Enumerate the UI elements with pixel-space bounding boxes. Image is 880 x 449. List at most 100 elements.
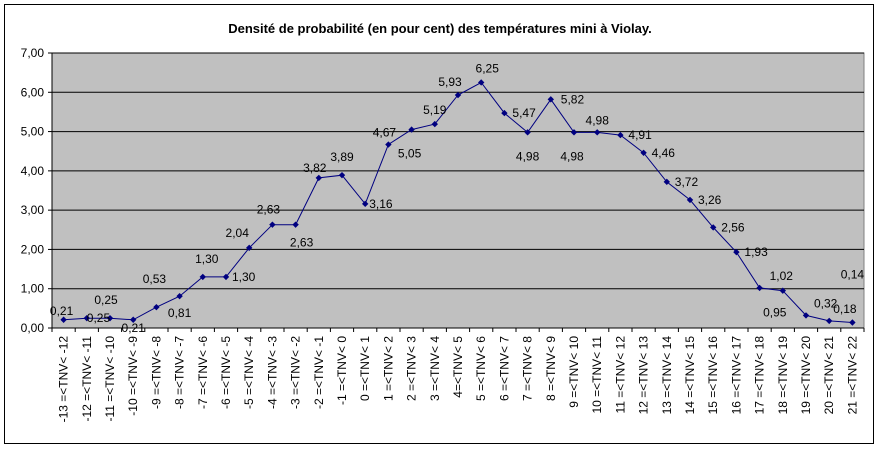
y-tick-label: 5,00 bbox=[21, 125, 45, 139]
x-tick-label: 0 =<TNV< 1 bbox=[358, 336, 372, 401]
data-point bbox=[246, 244, 253, 252]
data-label: 1,93 bbox=[744, 245, 768, 259]
x-tick-label: 15 =<TNV< 16 bbox=[706, 336, 720, 415]
data-label: 5,82 bbox=[561, 92, 585, 106]
data-label: 2,63 bbox=[290, 236, 314, 250]
y-tick-label: 4,00 bbox=[21, 164, 45, 178]
data-label: 5,47 bbox=[512, 106, 536, 120]
data-point bbox=[524, 129, 531, 136]
data-label: 5,19 bbox=[423, 103, 447, 117]
data-point bbox=[60, 316, 67, 323]
data-point bbox=[83, 314, 90, 322]
x-axis: -13 =<TNV< -12 -12 =<TNV< -11 -11 =<TNV< -… bbox=[51, 327, 865, 423]
x-tick-label: 1 =<TNV< 2 bbox=[381, 336, 395, 401]
x-tick-label: 11 =<TNV< 12 bbox=[613, 336, 627, 414]
data-label: 5,93 bbox=[438, 75, 462, 89]
x-tick-label: 7 =<TNV< 8 bbox=[521, 336, 535, 401]
data-point bbox=[849, 319, 856, 326]
x-tick-label: 2 =<TNV< 3 bbox=[405, 336, 419, 401]
data-label: 0,25 bbox=[94, 293, 118, 307]
x-tick-label: -4 =<TNV< -3 bbox=[265, 336, 279, 409]
y-tick-label: 3,00 bbox=[21, 203, 45, 217]
data-label: 0,25 bbox=[87, 311, 111, 325]
data-point bbox=[315, 174, 322, 182]
data-point bbox=[176, 292, 183, 300]
data-label: 1,30 bbox=[232, 270, 256, 284]
y-axis: 0,00 1,00 2,00 3,00 4,00 5,00 6,00 7,00 bbox=[21, 46, 53, 335]
data-label: 3,72 bbox=[675, 175, 699, 189]
x-tick-label: 4=<TNV< 5 bbox=[451, 336, 465, 398]
data-point bbox=[826, 317, 833, 325]
data-label: 2,04 bbox=[226, 226, 250, 240]
data-labels: 0,21 0,25 0,25 0,21 0,53 0,81 1,30 1,30 2,04 2,63… bbox=[50, 61, 864, 334]
data-label: 0,21 bbox=[122, 321, 146, 335]
data-point bbox=[802, 312, 810, 319]
y-tick-label: 0,00 bbox=[21, 321, 45, 335]
data-label: 0,81 bbox=[168, 306, 192, 320]
x-tick-label: -12 =<TNV< -11 bbox=[80, 336, 94, 422]
data-point bbox=[338, 171, 346, 179]
x-tick-label: 19 =<TNV< 20 bbox=[799, 336, 813, 415]
data-point bbox=[292, 221, 299, 228]
chart-title: Densité de probabilité (en pour cent) de… bbox=[228, 21, 652, 36]
data-point bbox=[385, 141, 392, 148]
x-tick-label: -6 =<TNV< -5 bbox=[219, 336, 233, 409]
data-point bbox=[710, 224, 717, 231]
data-point bbox=[594, 129, 601, 136]
data-point bbox=[153, 303, 160, 311]
data-point bbox=[454, 91, 462, 99]
data-point bbox=[663, 178, 670, 186]
data-label: 4,67 bbox=[373, 126, 397, 140]
data-point bbox=[501, 109, 508, 117]
data-label: 3,82 bbox=[303, 161, 327, 175]
data-point bbox=[686, 196, 694, 204]
data-label: 1,02 bbox=[770, 269, 794, 283]
x-tick-label: -9 =<TNV< -8 bbox=[149, 336, 163, 409]
x-tick-label: -10 =<TNV< -9 bbox=[126, 336, 140, 416]
data-point bbox=[199, 273, 206, 281]
data-point bbox=[222, 273, 230, 281]
data-label: 2,63 bbox=[257, 203, 281, 217]
data-markers bbox=[60, 79, 856, 326]
y-tick-label: 7,00 bbox=[21, 46, 45, 60]
data-label: 5,05 bbox=[398, 147, 422, 161]
x-tick-label: 3 =<TNV< 4 bbox=[428, 336, 442, 401]
x-tick-label: -1 =<TNV< 0 bbox=[335, 336, 349, 405]
data-label: 0,21 bbox=[50, 304, 74, 318]
x-tick-label: 6 =<TNV< 7 bbox=[497, 336, 511, 401]
data-point bbox=[106, 314, 114, 322]
x-tick-label: -7 =<TNV< -6 bbox=[196, 336, 210, 409]
x-tick-label: -13 =<TNV< -12 bbox=[57, 336, 71, 423]
data-label: 2,56 bbox=[721, 220, 745, 234]
x-tick-label: 13 =<TNV< 14 bbox=[660, 336, 674, 415]
data-point bbox=[733, 248, 740, 256]
x-tick-label: 21 =<TNV< 22 bbox=[845, 336, 859, 415]
data-point bbox=[617, 131, 624, 139]
data-point bbox=[478, 79, 485, 86]
data-label: 6,25 bbox=[476, 61, 500, 75]
y-tick-label: 2,00 bbox=[21, 242, 45, 256]
plot-area bbox=[51, 52, 865, 329]
x-tick-label: 10 =<TNV< 11 bbox=[590, 336, 604, 414]
x-tick-label: -8 =<TNV< -7 bbox=[173, 336, 187, 409]
data-label: 0,32 bbox=[814, 296, 838, 310]
x-tick-label: -11 =<TNV< -10 bbox=[103, 336, 117, 422]
data-label: 3,26 bbox=[698, 193, 722, 207]
data-label: 0,95 bbox=[763, 306, 787, 320]
x-tick-label: 20 =<TNV< 21 bbox=[822, 336, 836, 415]
x-tick-label: 8 =<TNV< 9 bbox=[544, 336, 558, 401]
y-tick-label: 6,00 bbox=[21, 85, 45, 99]
data-label: 4,91 bbox=[628, 128, 652, 142]
data-label: 3,89 bbox=[330, 150, 354, 164]
gridlines bbox=[52, 52, 864, 290]
x-tick-label: 9 =<TNV< 10 bbox=[567, 336, 581, 408]
data-point bbox=[269, 221, 276, 228]
data-label: 4,98 bbox=[516, 149, 540, 163]
data-label: 3,16 bbox=[369, 197, 393, 211]
data-label: 0,53 bbox=[143, 272, 167, 286]
data-point bbox=[779, 287, 786, 294]
data-point bbox=[408, 126, 415, 133]
data-point bbox=[756, 284, 763, 292]
data-label: 4,98 bbox=[586, 113, 610, 127]
